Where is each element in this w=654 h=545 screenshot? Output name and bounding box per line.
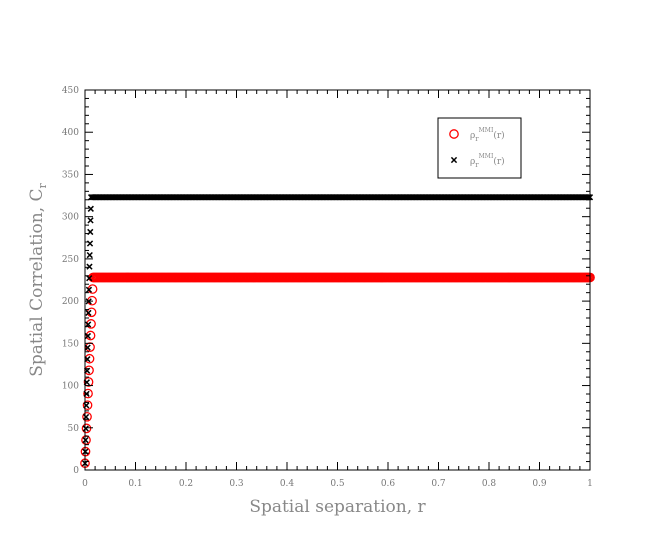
series-1-point (81, 423, 92, 434)
series-2-point-stroke-b (86, 275, 93, 282)
y-tick-label: 150 (62, 339, 79, 349)
series-2 (81, 194, 594, 467)
y-tick-label: 250 (62, 255, 79, 265)
series-1-point (80, 446, 91, 457)
x-tick-label: 0.6 (381, 479, 396, 489)
legend-marker-2-stroke-b (450, 156, 458, 164)
series-2-point (86, 251, 93, 259)
x-tick-label: 0.5 (330, 479, 345, 489)
series-2-point-stroke-b (86, 240, 94, 247)
series-1-point (83, 388, 93, 399)
x-tick-label: 0.2 (179, 479, 193, 489)
x-tick-label: 0.7 (431, 479, 446, 489)
series-2-point (84, 344, 91, 351)
series-2-point-stroke-b (85, 309, 92, 317)
y-tick-label: 350 (62, 170, 79, 180)
x-tick-label: 0.1 (128, 479, 142, 489)
series-2-point-stroke-b (86, 263, 93, 270)
series-2-point-stroke-b (86, 251, 93, 259)
series-2-point (584, 194, 591, 201)
y-tick-label: 50 (68, 424, 80, 434)
y-axis-label-main: Spatial Correlation, C (27, 188, 47, 376)
legend: ρrMMI(r)ρrMMI(r) (437, 117, 522, 179)
y-tick-label: 450 (62, 86, 79, 96)
legend-label-main: ρ (470, 131, 475, 141)
series-2-point-stroke-b (84, 344, 91, 351)
legend-marker-1 (449, 129, 459, 139)
legend-label-arg: (r) (493, 130, 504, 141)
x-tick-label: 0.8 (482, 479, 497, 489)
series-2-point (84, 332, 92, 340)
plot-layer (80, 194, 595, 469)
x-tick-label: 0.4 (280, 479, 295, 489)
series-2-point-stroke-b (84, 356, 91, 363)
x-tick-label: 0.3 (229, 479, 244, 489)
series-1-point (82, 411, 92, 422)
legend-label-sub: r (475, 161, 479, 169)
series-2-point-stroke-b (82, 413, 90, 421)
series-2-point (82, 413, 90, 421)
legend-entry-1: ρrMMI(r) (449, 127, 505, 143)
series-2-point-stroke-b (85, 286, 93, 293)
series-2-point-stroke-b (87, 205, 94, 212)
legend-entry-2: ρrMMI(r) (450, 153, 505, 169)
legend-label-arg: (r) (493, 156, 504, 167)
x-tick-label: 0.9 (532, 479, 547, 489)
legend-label-sup: MMI (479, 153, 494, 160)
legend-label-1: ρrMMI(r) (470, 127, 505, 143)
series-2-point-stroke-b (87, 217, 94, 224)
series-2-point (82, 436, 89, 444)
labels-layer: 0 0.1 0.2 0.3 0.4 0.5 0.6 0.7 0.8 0.9 1 0 50 100 150 20… (27, 86, 593, 517)
y-tick-label: 100 (62, 382, 79, 392)
legend-marker-2 (450, 156, 458, 164)
series-2-point (87, 217, 94, 224)
legend-box (437, 117, 522, 179)
series-2-point (87, 205, 94, 212)
series-1-point (82, 400, 93, 411)
legend-label-sub: r (475, 135, 479, 143)
series-1 (80, 272, 595, 469)
legend-label-2: ρrMMI(r) (470, 153, 505, 169)
y-tick-label: 400 (62, 128, 79, 138)
series-2-point-stroke-b (82, 425, 89, 432)
y-axis-label-sub: r (36, 182, 49, 188)
series-2-point (84, 356, 91, 363)
series-2-point-stroke-b (82, 436, 89, 444)
legend-label-main: ρ (470, 157, 475, 167)
legend-label-sup: MMI (479, 127, 494, 134)
series-2-point (85, 309, 92, 317)
series-2-point (82, 425, 89, 432)
series-2-point-stroke-b (584, 194, 591, 201)
y-tick-label: 300 (62, 213, 79, 223)
series-2-point (86, 275, 93, 282)
series-2-point-stroke-b (585, 194, 592, 201)
x-tick-label: 1 (587, 479, 593, 489)
series-2-point (585, 194, 592, 201)
series-2-point (85, 286, 93, 293)
series-1-point (83, 377, 94, 387)
y-tick-label: 0 (73, 466, 79, 476)
y-axis-label: Spatial Correlation, Cr (27, 182, 49, 376)
series-2-point (86, 263, 93, 270)
y-tick-label: 200 (62, 297, 79, 307)
x-axis-label: Spatial separation, r (249, 497, 426, 517)
x-tick-label: 0 (82, 479, 88, 489)
series-2-point (83, 402, 90, 409)
axes-layer (84, 89, 591, 471)
series-2-point-stroke-b (84, 332, 92, 340)
